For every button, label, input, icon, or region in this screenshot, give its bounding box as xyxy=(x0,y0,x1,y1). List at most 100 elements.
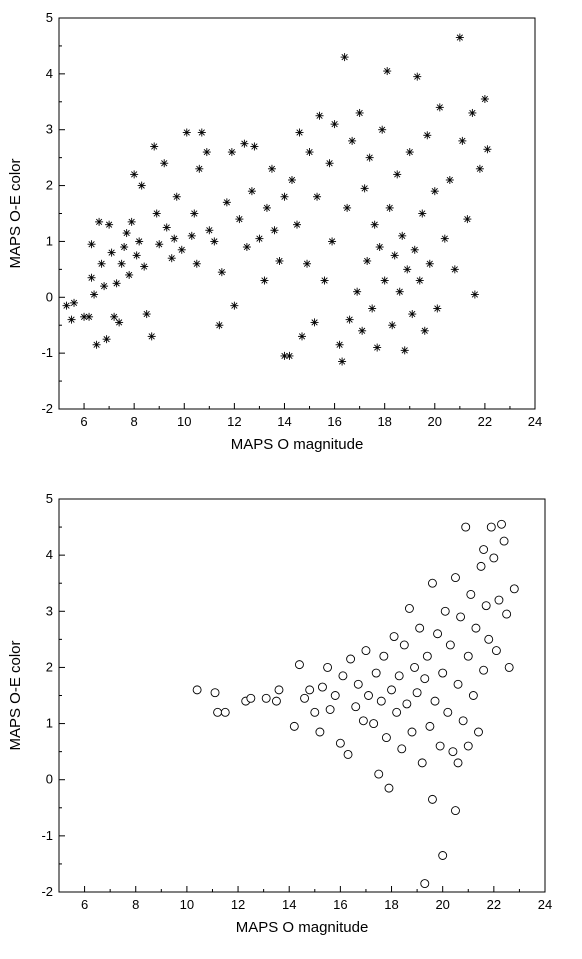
data-point xyxy=(453,758,463,768)
data-point xyxy=(210,237,219,246)
data-point xyxy=(486,522,496,532)
data-point xyxy=(122,229,131,238)
data-point xyxy=(240,139,249,148)
data-point xyxy=(137,181,146,190)
data-point xyxy=(246,693,256,703)
data-point xyxy=(274,685,284,695)
data-point xyxy=(247,187,256,196)
y-tick-label: -2 xyxy=(41,884,53,899)
data-point xyxy=(67,315,76,324)
data-point xyxy=(370,220,379,229)
y-tick-label: -1 xyxy=(41,828,53,843)
data-point xyxy=(142,310,151,319)
data-point xyxy=(428,794,437,804)
x-tick-label: 24 xyxy=(538,897,552,912)
data-point xyxy=(415,623,425,633)
data-point xyxy=(305,148,314,157)
y-tick-label: -1 xyxy=(41,345,53,360)
data-point xyxy=(261,693,271,703)
data-point xyxy=(379,651,389,661)
x-axis-title: MAPS O magnitude xyxy=(236,919,369,936)
data-point xyxy=(440,234,449,243)
data-point xyxy=(435,103,444,112)
data-point xyxy=(475,164,484,173)
data-point xyxy=(509,584,519,594)
data-point xyxy=(230,301,239,310)
data-point xyxy=(443,707,453,717)
data-point xyxy=(365,153,374,162)
data-point xyxy=(220,707,230,717)
data-point xyxy=(440,606,450,616)
data-point xyxy=(430,696,440,706)
data-points xyxy=(192,519,519,889)
data-point xyxy=(394,671,404,681)
data-point xyxy=(348,136,357,145)
data-point xyxy=(280,192,289,201)
data-point xyxy=(451,573,460,583)
data-point xyxy=(195,164,204,173)
data-point xyxy=(340,53,349,62)
data-point xyxy=(497,519,506,529)
data-point xyxy=(408,310,417,319)
data-point xyxy=(335,738,345,748)
data-point xyxy=(227,148,236,157)
y-tick-label: 0 xyxy=(46,289,53,304)
data-point xyxy=(205,226,214,235)
data-point xyxy=(315,727,325,737)
data-point xyxy=(320,276,329,285)
data-point xyxy=(318,682,327,692)
data-point xyxy=(293,220,301,229)
x-tick-label: 18 xyxy=(384,897,398,912)
data-point xyxy=(463,215,472,224)
data-point xyxy=(420,326,429,335)
data-point xyxy=(167,254,176,263)
x-tick-label: 22 xyxy=(478,414,492,429)
data-point xyxy=(384,783,394,793)
data-point xyxy=(110,312,119,321)
data-point xyxy=(383,67,392,76)
data-point xyxy=(358,716,368,726)
data-point xyxy=(353,679,363,689)
data-point xyxy=(190,209,199,218)
data-point xyxy=(287,175,296,184)
data-point xyxy=(270,226,279,235)
data-point xyxy=(390,251,399,260)
data-point xyxy=(422,651,432,661)
data-point xyxy=(215,321,224,330)
data-point xyxy=(294,660,304,670)
data-point xyxy=(395,287,404,296)
data-point xyxy=(90,290,99,299)
y-tick-label: 2 xyxy=(46,659,53,674)
y-tick-label: 4 xyxy=(46,547,53,562)
data-point xyxy=(70,298,79,307)
data-point xyxy=(407,727,417,737)
data-point xyxy=(275,256,284,265)
data-point xyxy=(150,142,159,151)
data-point xyxy=(479,545,489,554)
data-point xyxy=(250,142,259,151)
data-point xyxy=(373,343,382,352)
data-point xyxy=(328,237,337,246)
data-point xyxy=(235,215,244,224)
data-point xyxy=(152,209,161,218)
data-point xyxy=(358,326,367,335)
data-point xyxy=(213,707,223,717)
data-point xyxy=(376,696,386,706)
data-point xyxy=(438,668,448,678)
data-point xyxy=(300,693,310,703)
data-point xyxy=(412,688,422,698)
data-point xyxy=(127,217,136,226)
data-point xyxy=(140,262,149,271)
data-point xyxy=(445,175,454,184)
data-point xyxy=(430,187,439,196)
data-point xyxy=(385,203,394,212)
data-point xyxy=(160,159,169,168)
data-point xyxy=(315,111,324,120)
data-point xyxy=(466,589,476,599)
data-point xyxy=(398,231,407,240)
data-point xyxy=(381,733,391,743)
x-axis-title: MAPS O magnitude xyxy=(231,436,364,453)
chart-bottom-circle-scatter: 6 8 10 12 14 16 18 20 22 24 -2 -1 0 1 2 3 4 5 MAPS O magni… xyxy=(0,482,582,959)
data-point xyxy=(95,217,104,226)
data-point xyxy=(489,553,499,563)
